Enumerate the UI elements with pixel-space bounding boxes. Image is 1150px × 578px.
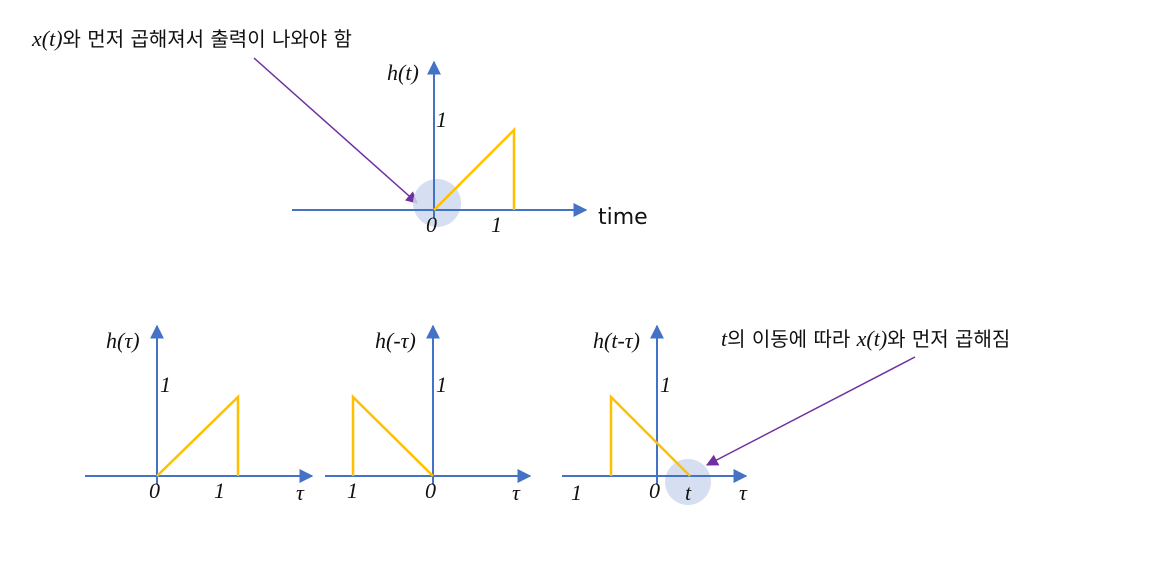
x-label: time	[598, 205, 648, 230]
top-note-arrow	[253, 57, 418, 204]
origin-label: 0	[149, 478, 160, 503]
y-label: h(t)	[387, 60, 419, 85]
x-label: τ	[512, 480, 521, 505]
graph-h-t-minus-tau: h(t-τ) 1 1 0 t τ	[562, 324, 748, 505]
graph-h-neg-tau: h(-τ) 1 1 0 τ	[325, 324, 532, 505]
main-graph: h(t) 1 0 1 time	[292, 60, 648, 237]
signal	[156, 394, 240, 477]
y-tick-1: 1	[436, 107, 447, 132]
origin-label: 0	[426, 212, 437, 237]
graph-h-tau: h(τ) 1 0 1 τ	[85, 324, 314, 505]
y-label: h(τ)	[106, 328, 140, 353]
right-note: t의 이동에 따라 x(t)와 먼저 곱해짐	[721, 326, 1010, 351]
x-tick-1: 1	[214, 478, 225, 503]
y-tick-1: 1	[436, 372, 447, 397]
right-note-arrow	[705, 356, 916, 466]
y-tick-1: 1	[160, 372, 171, 397]
t-highlight	[665, 459, 711, 505]
t-label: t	[685, 480, 692, 505]
x-label: τ	[739, 480, 748, 505]
origin-label: 0	[425, 478, 436, 503]
x-tick-left: 1	[571, 480, 582, 505]
signal-h	[433, 126, 516, 211]
x-tick-1: 1	[491, 212, 502, 237]
y-label: h(t-τ)	[593, 328, 640, 353]
top-note: x(t)와 먼저 곱해져서 출력이 나와야 함	[31, 26, 352, 51]
x-tick-left: 1	[347, 478, 358, 503]
y-tick-1: 1	[660, 372, 671, 397]
signal	[351, 394, 434, 477]
origin-highlight	[413, 179, 461, 227]
origin-label: 0	[649, 478, 660, 503]
x-label: τ	[296, 480, 305, 505]
y-label: h(-τ)	[375, 328, 416, 353]
signal	[609, 393, 691, 477]
